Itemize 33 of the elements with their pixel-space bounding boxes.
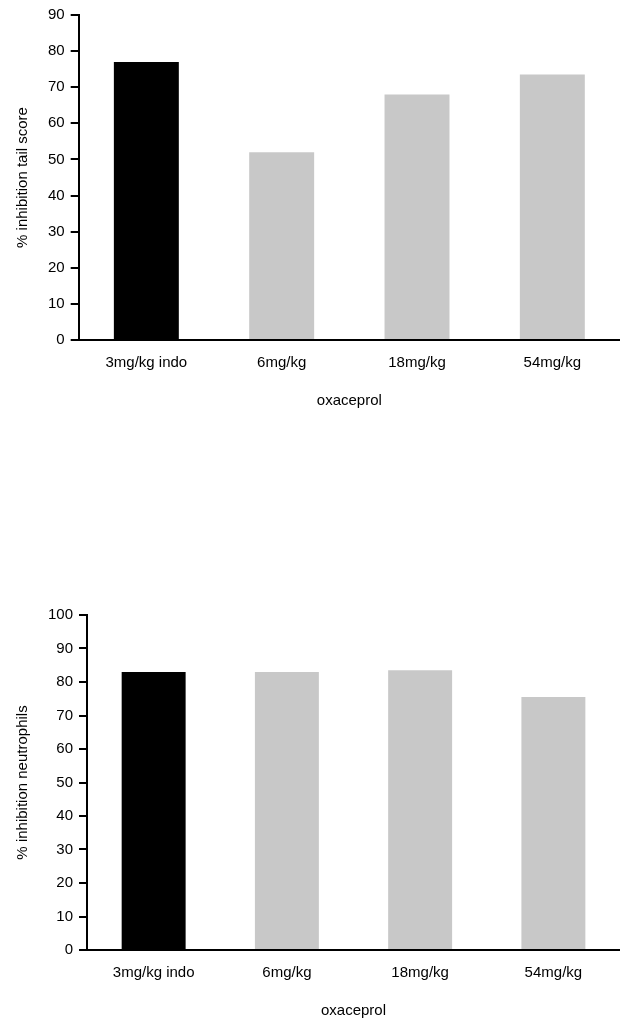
x-tick-label: 18mg/kg: [388, 353, 446, 371]
y-tick-label: 90: [48, 5, 65, 23]
x-axis-title: oxaceprol: [320, 1001, 387, 1019]
y-tick-label: 80: [48, 41, 65, 59]
x-tick-label: 6mg/kg: [262, 963, 312, 981]
y-tick-label: 50: [48, 149, 65, 167]
y-tick-label: 20: [48, 257, 65, 275]
x-tick-label: 54mg/kg: [524, 963, 583, 981]
y-tick-label: 0: [56, 330, 65, 348]
y-tick-label: 40: [48, 185, 65, 203]
y-tick-label: 80: [56, 672, 74, 690]
x-tick-label: 6mg/kg: [257, 353, 307, 371]
x-tick-label: 18mg/kg: [391, 963, 449, 981]
x-tick-label: 54mg/kg: [523, 353, 582, 371]
y-tick-label: 10: [56, 906, 74, 924]
y-tick-label: 70: [48, 77, 65, 95]
y-tick-label: 0: [64, 940, 74, 958]
y-tick-label: 60: [56, 739, 74, 757]
y-tick-label: 70: [56, 705, 74, 723]
x-axis-title: oxaceprol: [316, 391, 382, 409]
y-axis-title: % inhibition neutrophils: [13, 705, 31, 860]
y-tick-label: 30: [48, 221, 65, 239]
y-tick-label: 40: [56, 806, 74, 824]
x-tick-label: 3mg/kg indo: [105, 353, 188, 371]
y-tick-label: 10: [48, 294, 65, 312]
y-tick-label: 20: [56, 873, 74, 891]
y-tick-label: 50: [56, 772, 74, 790]
y-tick-label: 90: [56, 638, 74, 656]
y-tick-label: 60: [48, 113, 65, 131]
y-axis-title: % inhibition tail score: [13, 107, 31, 248]
y-tick-label: 30: [56, 839, 74, 857]
x-tick-label: 3mg/kg indo: [112, 963, 195, 981]
y-tick-label: 100: [48, 605, 74, 623]
